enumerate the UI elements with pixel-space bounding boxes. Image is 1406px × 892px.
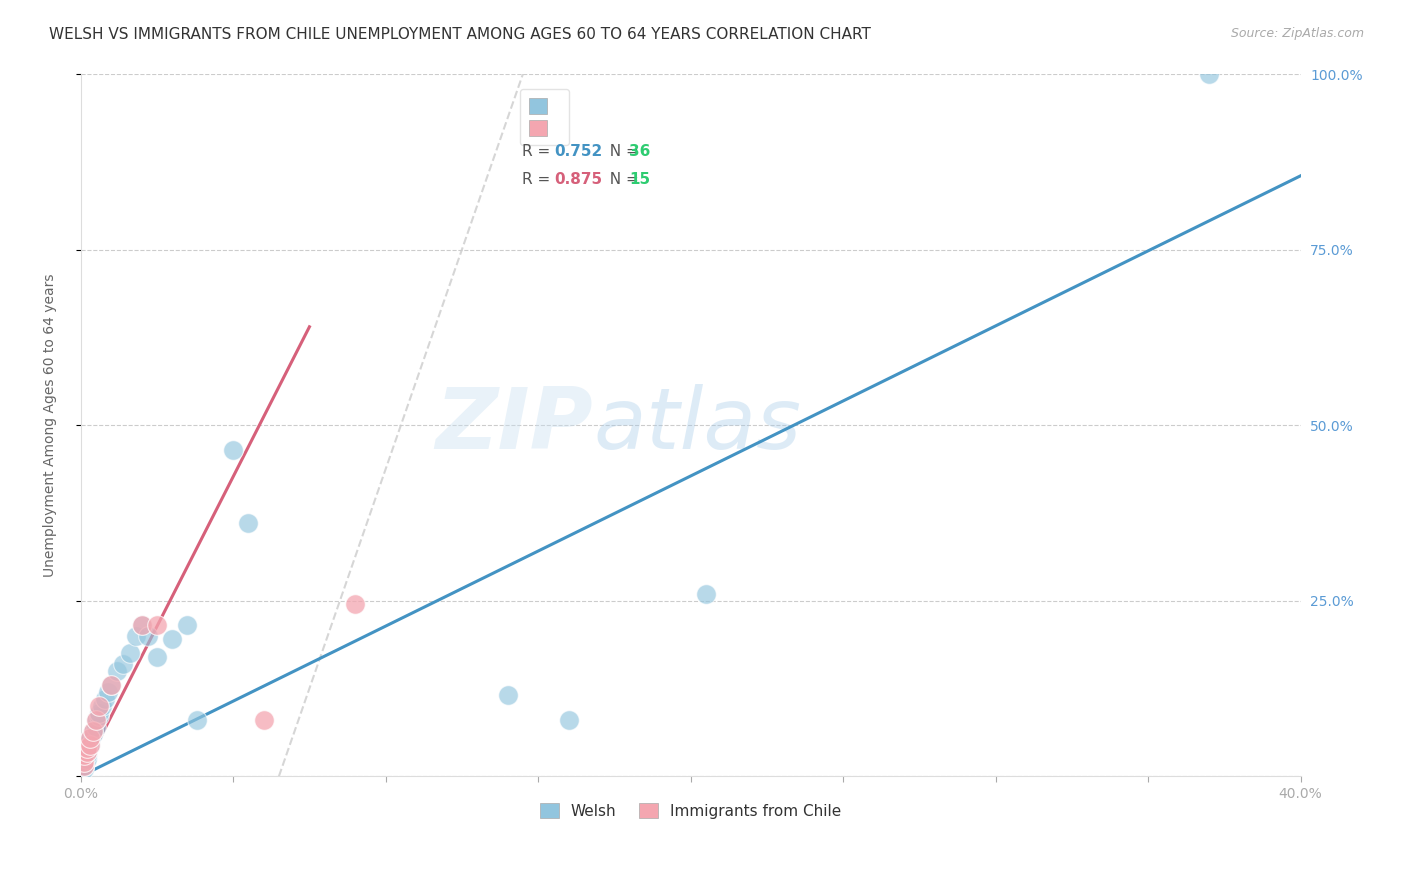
Point <box>118 646 141 660</box>
Point <box>73 758 96 772</box>
Point <box>76 748 98 763</box>
Point <box>186 713 208 727</box>
Point <box>73 755 96 769</box>
Point <box>91 698 114 713</box>
Point <box>100 678 122 692</box>
Point <box>76 745 98 759</box>
Text: 0.875: 0.875 <box>554 171 603 186</box>
Text: R =: R = <box>522 145 555 159</box>
Point <box>124 629 146 643</box>
Point <box>82 723 104 738</box>
Y-axis label: Unemployment Among Ages 60 to 64 years: Unemployment Among Ages 60 to 64 years <box>44 273 58 577</box>
Point <box>496 689 519 703</box>
Point <box>73 748 96 763</box>
Point <box>82 723 104 738</box>
Point <box>222 442 245 457</box>
Point <box>79 738 101 752</box>
Point <box>79 731 101 745</box>
Text: 15: 15 <box>628 171 650 186</box>
Text: R =: R = <box>522 171 555 186</box>
Text: 0.752: 0.752 <box>554 145 603 159</box>
Point <box>73 755 96 769</box>
Text: N =: N = <box>599 171 643 186</box>
Point <box>557 713 579 727</box>
Point <box>79 738 101 752</box>
Point <box>160 632 183 647</box>
Legend: Welsh, Immigrants from Chile: Welsh, Immigrants from Chile <box>534 797 848 825</box>
Point <box>146 618 169 632</box>
Point <box>84 713 107 727</box>
Point <box>82 727 104 741</box>
Text: N =: N = <box>599 145 643 159</box>
Point <box>87 709 110 723</box>
Text: Source: ZipAtlas.com: Source: ZipAtlas.com <box>1230 27 1364 40</box>
Point <box>87 698 110 713</box>
Point <box>76 741 98 756</box>
Point <box>344 597 367 611</box>
Point <box>73 762 96 776</box>
Text: ZIP: ZIP <box>436 384 593 467</box>
Point <box>79 734 101 748</box>
Point <box>695 586 717 600</box>
Point <box>94 692 117 706</box>
Point <box>73 758 96 772</box>
Point <box>1198 67 1220 81</box>
Point <box>131 618 153 632</box>
Point <box>253 713 276 727</box>
Text: atlas: atlas <box>593 384 801 467</box>
Point <box>79 731 101 745</box>
Point <box>146 649 169 664</box>
Point <box>131 618 153 632</box>
Point <box>97 685 120 699</box>
Point <box>76 741 98 756</box>
Point <box>76 751 98 765</box>
Point <box>136 629 159 643</box>
Point <box>84 720 107 734</box>
Text: WELSH VS IMMIGRANTS FROM CHILE UNEMPLOYMENT AMONG AGES 60 TO 64 YEARS CORRELATIO: WELSH VS IMMIGRANTS FROM CHILE UNEMPLOYM… <box>49 27 872 42</box>
Point <box>84 713 107 727</box>
Point <box>100 678 122 692</box>
Point <box>87 706 110 720</box>
Point <box>112 657 135 671</box>
Point <box>176 618 198 632</box>
Point <box>238 516 260 531</box>
Point <box>76 745 98 759</box>
Text: 36: 36 <box>628 145 651 159</box>
Point <box>105 664 128 678</box>
